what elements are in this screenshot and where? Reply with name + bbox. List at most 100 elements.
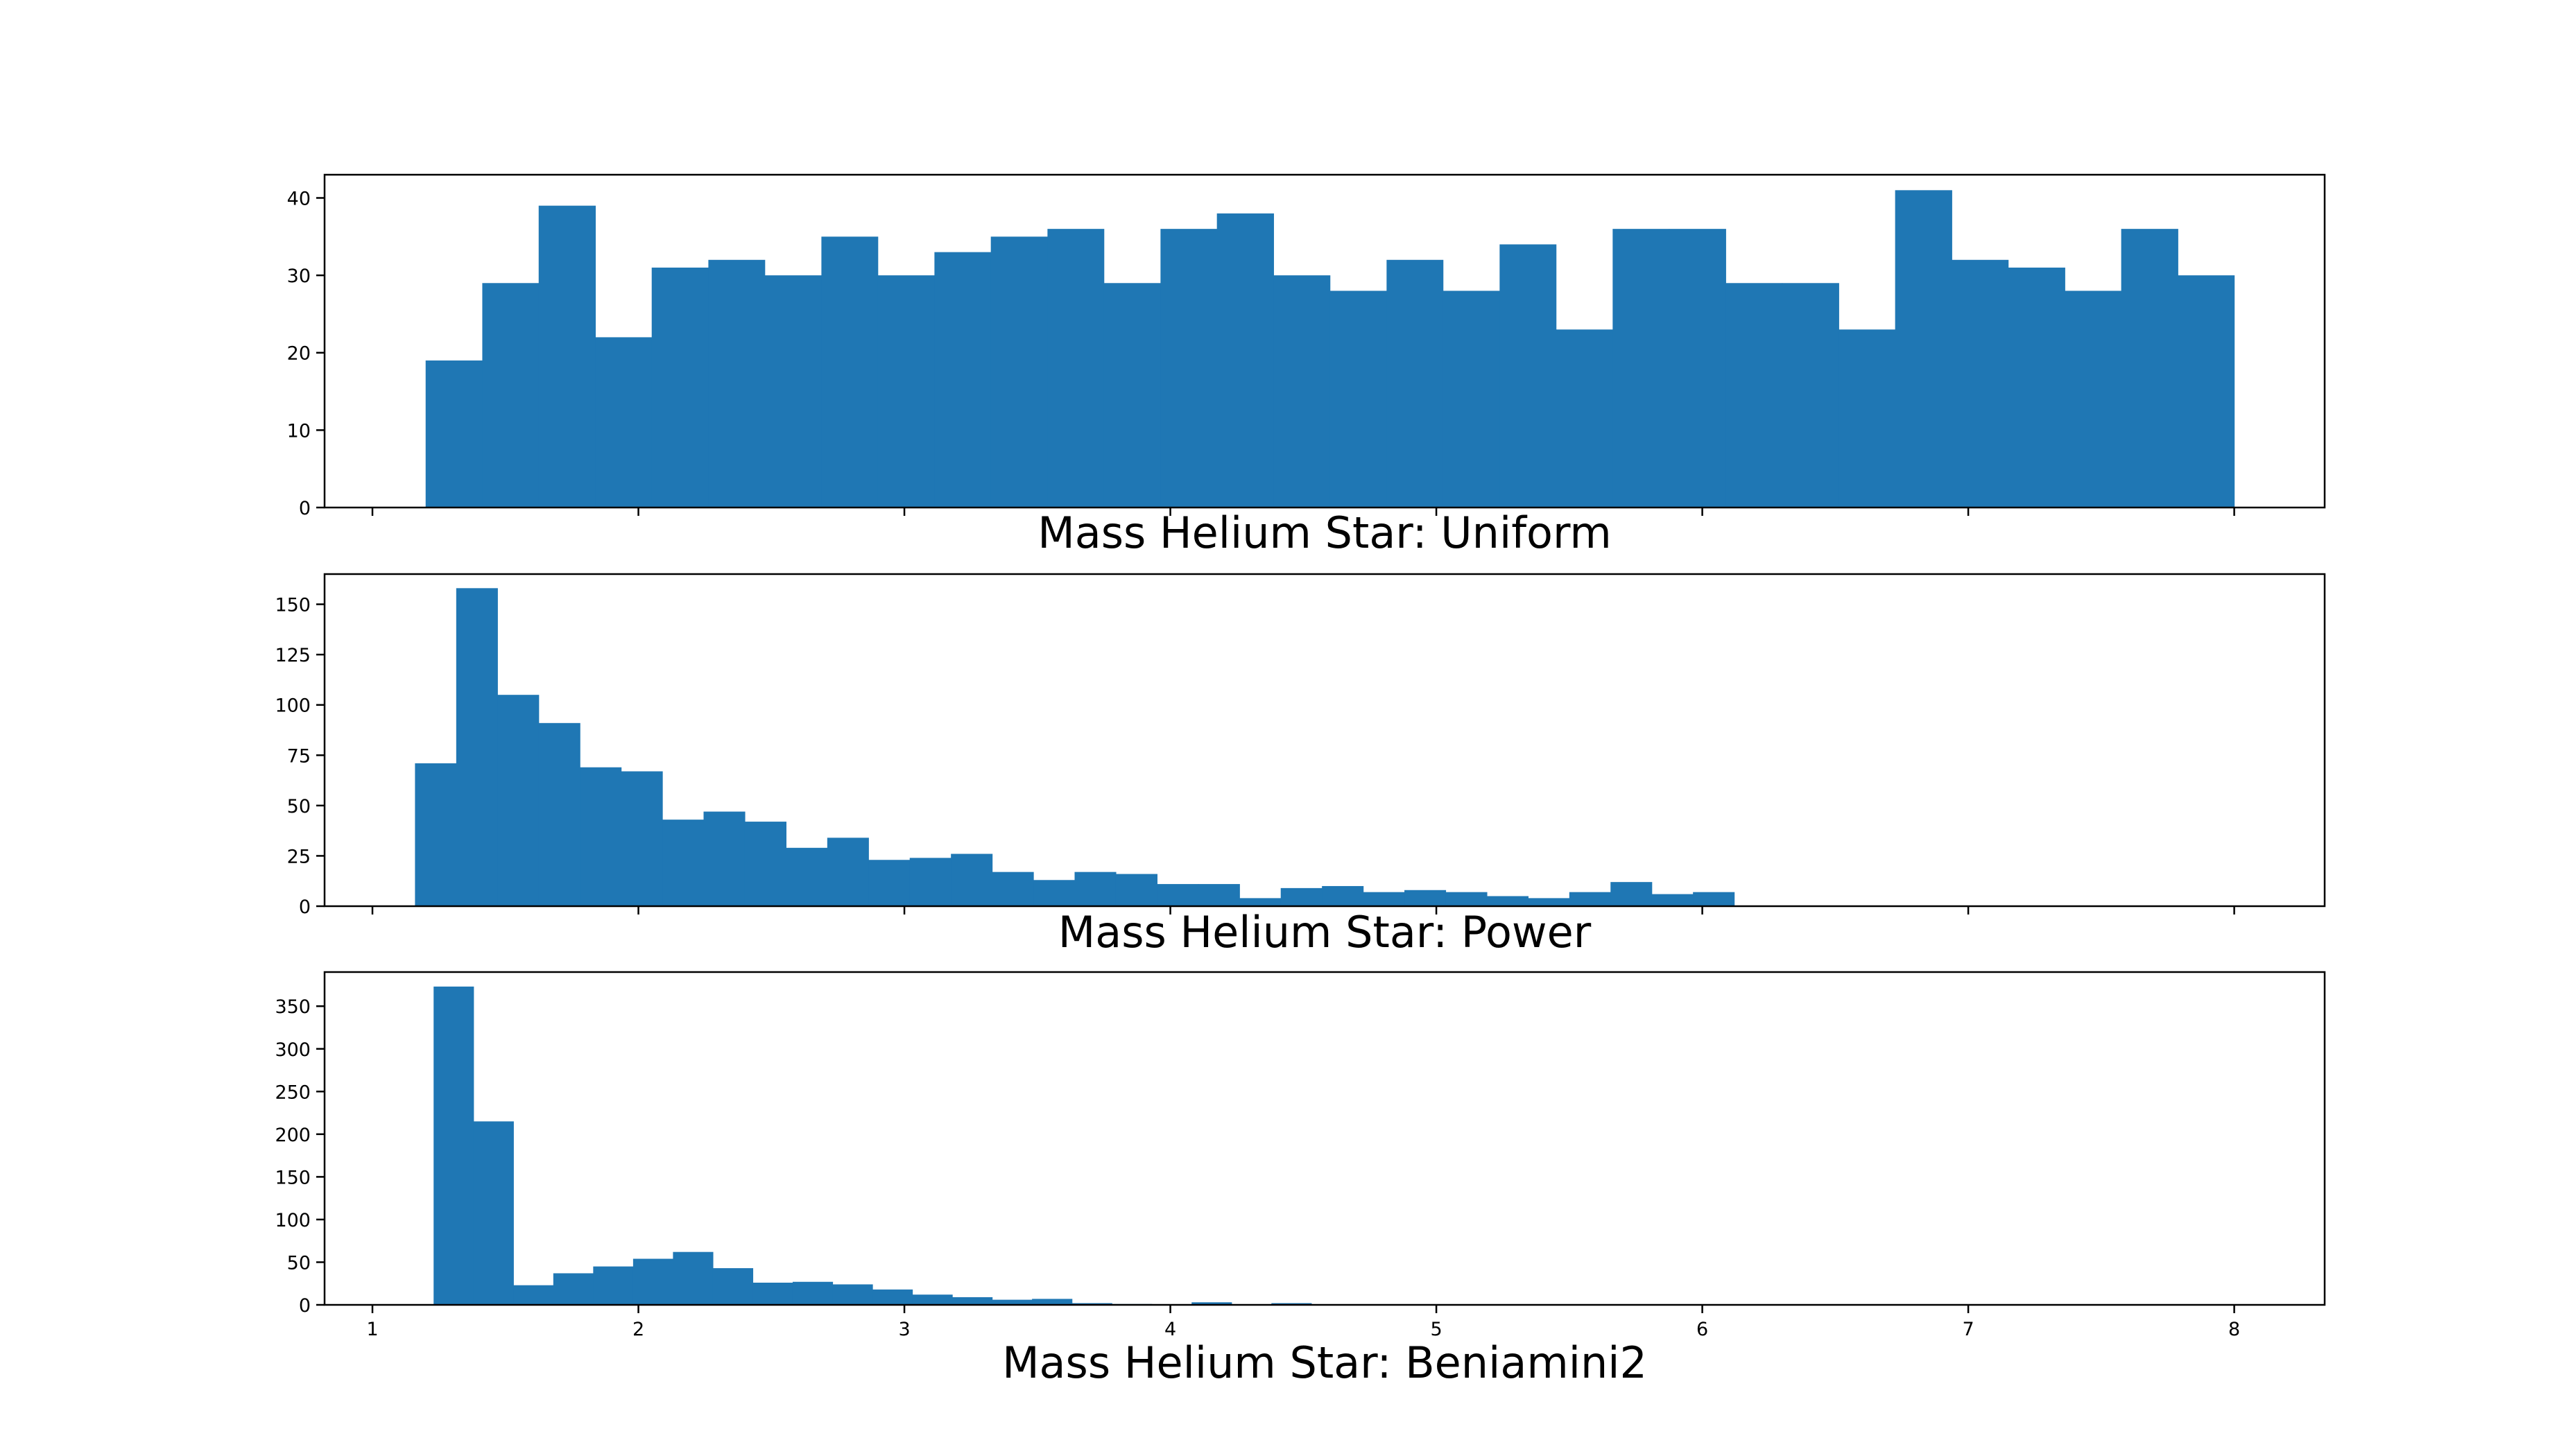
- beniamini2-x-tick-label: 8: [2228, 1319, 2240, 1340]
- beniamini2-x-tick-label: 1: [366, 1319, 378, 1340]
- uniform-bar: [425, 360, 483, 508]
- power-bar: [1693, 892, 1735, 906]
- uniform-bar: [2121, 229, 2178, 508]
- uniform-bar: [1160, 229, 1218, 508]
- uniform-bar: [1216, 213, 1274, 508]
- power-y-tick-label: 75: [287, 745, 311, 767]
- beniamini2-plot-frame: [323, 971, 2326, 1306]
- power-plot-frame: [323, 573, 2326, 908]
- beniamini2-x-tick-label: 2: [632, 1319, 644, 1340]
- power-bar: [1157, 884, 1199, 906]
- uniform-y-tick-label: 10: [287, 420, 311, 442]
- power-bar: [456, 588, 498, 906]
- power-y-tick-label: 0: [299, 896, 311, 918]
- panel-uniform: 0 10 20 30 40 Mass Helium Star: Uniform: [287, 173, 2326, 558]
- beniamini2-bar: [832, 1284, 873, 1305]
- beniamini2-x-tick-label: 7: [1963, 1319, 1974, 1340]
- power-bar: [1569, 892, 1611, 906]
- beniamini2-x-tick-label: 5: [1430, 1319, 1442, 1340]
- beniamini2-bars: [433, 986, 1312, 1305]
- uniform-bar: [1443, 291, 1500, 508]
- uniform-bar: [764, 275, 822, 508]
- beniamini2-x-tick-label: 4: [1164, 1319, 1176, 1340]
- power-bar: [1486, 896, 1529, 906]
- uniform-bar: [1895, 190, 1952, 508]
- uniform-bar: [1386, 259, 1444, 508]
- beniamini2-bar: [433, 986, 474, 1305]
- uniform-title: Mass Helium Star: Uniform: [1037, 508, 1612, 558]
- power-y-tick-label: 150: [275, 595, 311, 616]
- power-bar: [951, 853, 993, 906]
- power-bars: [415, 588, 1735, 906]
- uniform-bar: [934, 252, 992, 508]
- beniamini2-y-tick-label: 100: [275, 1210, 311, 1231]
- beniamini2-y-tick-label: 250: [275, 1082, 311, 1103]
- power-bar: [1280, 887, 1323, 906]
- panel-power: 0 25 50 75 100 125 150 Mass Helium Star: Power: [275, 573, 2326, 957]
- power-bar: [415, 763, 457, 906]
- uniform-bar: [1669, 229, 1726, 508]
- uniform-y-tick-label: 40: [287, 188, 311, 209]
- power-bar: [1033, 880, 1076, 906]
- uniform-bar: [1556, 329, 1613, 508]
- uniform-bar: [538, 205, 596, 508]
- power-bar: [1322, 885, 1364, 906]
- beniamini2-title: Mass Helium Star: Beniamini2: [1002, 1337, 1647, 1388]
- uniform-bars: [425, 190, 2235, 508]
- power-bar: [786, 847, 828, 906]
- beniamini2-bar: [1191, 1302, 1232, 1305]
- power-bar: [1074, 872, 1117, 906]
- uniform-y-tick-label: 0: [299, 498, 311, 519]
- power-bar: [909, 858, 952, 906]
- beniamini2-bar: [673, 1251, 714, 1305]
- uniform-y-tick-label: 30: [287, 266, 311, 287]
- power-bar: [1363, 892, 1405, 906]
- uniform-bar: [1839, 329, 1896, 508]
- uniform-bar: [2178, 275, 2235, 508]
- power-y-tick-label: 100: [275, 695, 311, 717]
- beniamini2-bar: [952, 1297, 993, 1305]
- beniamini2-y-tick-label: 150: [275, 1167, 311, 1188]
- power-bar: [497, 695, 540, 906]
- power-y-tick-label: 25: [287, 846, 311, 867]
- uniform-bar: [1952, 259, 2009, 508]
- power-bar: [662, 820, 705, 906]
- uniform-bar: [990, 236, 1048, 508]
- uniform-bar: [1047, 229, 1105, 508]
- power-bar: [621, 771, 663, 906]
- power-bar: [1198, 884, 1240, 906]
- beniamini2-bar: [513, 1285, 554, 1305]
- power-bar: [703, 811, 746, 906]
- uniform-bar: [595, 337, 653, 508]
- beniamini2-bar: [553, 1273, 594, 1305]
- power-title: Mass Helium Star: Power: [1058, 907, 1592, 957]
- uniform-bar: [708, 259, 766, 508]
- beniamini2-y-axis: 0 50 100 150 200 250 300 350: [275, 996, 325, 1317]
- power-y-tick-label: 50: [287, 796, 311, 817]
- power-bar: [868, 860, 911, 906]
- beniamini2-y-tick-label: 50: [287, 1252, 311, 1274]
- uniform-bar: [1499, 244, 1557, 508]
- power-bar: [992, 872, 1034, 906]
- beniamini2-bar: [992, 1299, 1033, 1305]
- uniform-bar: [1273, 275, 1331, 508]
- uniform-bar: [877, 275, 935, 508]
- beniamini2-bar: [593, 1266, 634, 1305]
- power-bar: [1528, 898, 1570, 906]
- beniamini2-bar: [712, 1268, 754, 1305]
- uniform-bar: [821, 236, 879, 508]
- beniamini2-bar: [632, 1258, 673, 1305]
- uniform-bar: [1329, 291, 1387, 508]
- power-bar: [1610, 882, 1653, 906]
- beniamini2-y-tick-label: 350: [275, 996, 311, 1018]
- power-bar: [538, 722, 580, 906]
- beniamini2-bar: [912, 1294, 953, 1305]
- beniamini2-bar: [752, 1283, 793, 1305]
- uniform-bar: [482, 283, 540, 508]
- uniform-bar: [2065, 291, 2122, 508]
- beniamini2-bar: [1032, 1299, 1073, 1305]
- power-bar: [744, 822, 786, 906]
- uniform-plot-frame: [323, 173, 2326, 509]
